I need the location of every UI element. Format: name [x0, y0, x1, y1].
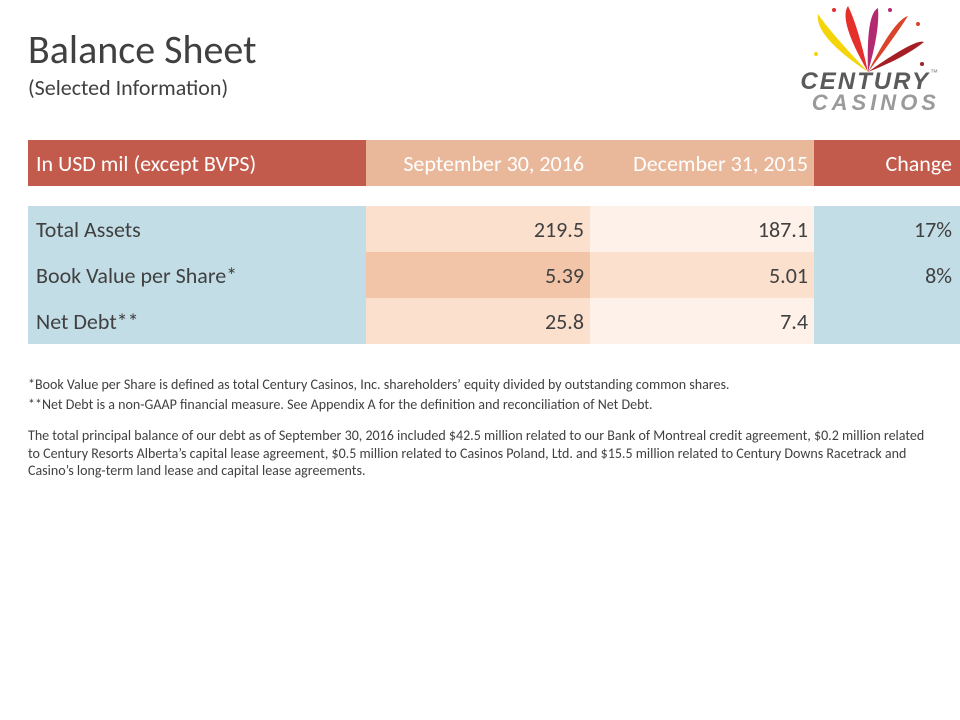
col-header-metric: In USD mil (except BVPS) [28, 140, 366, 186]
row-value-period1: 25.8 [366, 298, 590, 344]
trademark-symbol: ™ [930, 68, 940, 77]
footnote-bvps: *Book Value per Share is defined as tota… [28, 376, 932, 394]
footnote-netdebt: **Net Debt is a non-GAAP financial measu… [28, 396, 932, 414]
footnotes: *Book Value per Share is defined as tota… [28, 376, 932, 482]
col-header-period1: September 30, 2016 [366, 140, 590, 186]
row-label: Total Assets [28, 206, 366, 252]
footnote-debt-detail: The total principal balance of our debt … [28, 427, 932, 480]
row-value-period1: 5.39 [366, 252, 590, 298]
table-spacer [28, 186, 960, 206]
row-change: 8% [814, 252, 960, 298]
company-logo: CENTURY™ CASINOS [720, 6, 940, 126]
balance-sheet-table: In USD mil (except BVPS) September 30, 2… [28, 140, 960, 344]
col-header-change: Change [814, 140, 960, 186]
page-title: Balance Sheet [28, 28, 257, 72]
row-label: Net Debt** [28, 298, 366, 344]
row-value-period2: 5.01 [590, 252, 814, 298]
row-change [814, 298, 960, 344]
table-row: Book Value per Share* 5.39 5.01 8% [28, 252, 960, 298]
logo-text-line2: CASINOS [800, 90, 940, 116]
firework-icon [808, 6, 928, 76]
col-header-period2: December 31, 2015 [590, 140, 814, 186]
row-value-period2: 7.4 [590, 298, 814, 344]
logo-wordmark: CENTURY™ CASINOS [800, 68, 940, 116]
row-value-period1: 219.5 [366, 206, 590, 252]
slide: Balance Sheet (Selected Information) CEN… [0, 0, 960, 720]
row-change: 17% [814, 206, 960, 252]
table-row: Total Assets 219.5 187.1 17% [28, 206, 960, 252]
row-value-period2: 187.1 [590, 206, 814, 252]
table-row: Net Debt** 25.8 7.4 [28, 298, 960, 344]
row-label: Book Value per Share* [28, 252, 366, 298]
table-header-row: In USD mil (except BVPS) September 30, 2… [28, 140, 960, 186]
page-subtitle: (Selected Information) [28, 74, 257, 101]
title-block: Balance Sheet (Selected Information) [28, 28, 257, 101]
